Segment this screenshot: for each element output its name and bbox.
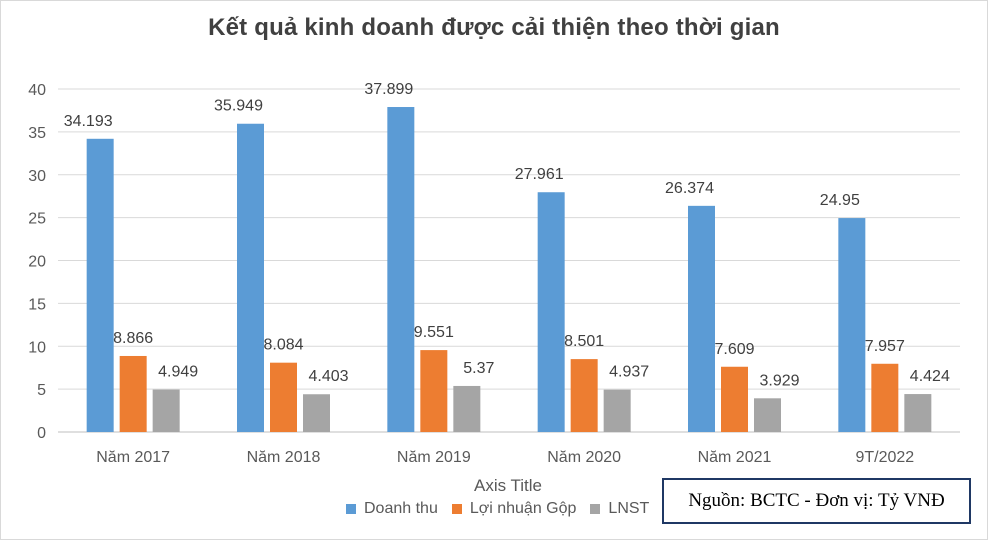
x-tick-label: Năm 2019 xyxy=(397,449,471,466)
legend-item-loi-nhuan-gop: Lợi nhuận Gộp xyxy=(451,500,577,518)
y-tick-label: 35 xyxy=(28,125,46,142)
bar xyxy=(688,205,715,432)
x-tick-label: Năm 2018 xyxy=(247,449,321,466)
chart-title: Kết quả kinh doanh được cải thiện theo t… xyxy=(208,14,780,41)
y-tick-label: 0 xyxy=(37,425,46,442)
y-tick-label: 5 xyxy=(37,382,46,399)
data-label: 35.949 xyxy=(214,98,263,115)
legend-item-doanh-thu: Doanh thu xyxy=(346,500,438,518)
legend-item-lnst: LNST xyxy=(590,500,649,518)
data-label: 7.609 xyxy=(714,341,754,358)
bar xyxy=(420,350,448,432)
data-label: 4.424 xyxy=(910,368,950,385)
data-label: 7.957 xyxy=(865,338,905,355)
bar xyxy=(537,192,565,432)
bar xyxy=(270,362,297,432)
x-axis-title: Axis Title xyxy=(473,476,543,495)
y-tick-label: 20 xyxy=(28,254,46,271)
bar xyxy=(303,394,330,432)
x-tick-label: Năm 2021 xyxy=(698,449,772,466)
bar xyxy=(838,218,866,432)
bar xyxy=(904,394,932,432)
source-note: Nguồn: BCTC - Đơn vị: Tỷ VNĐ xyxy=(662,478,971,524)
y-tick-label: 10 xyxy=(28,339,46,356)
bar xyxy=(754,398,781,432)
data-label: 24.95 xyxy=(820,192,860,209)
data-label: 34.193 xyxy=(64,113,113,130)
legend-swatch-loi-nhuan-gop xyxy=(451,504,462,514)
y-tick-label: 30 xyxy=(28,168,46,185)
data-label: 8.501 xyxy=(564,333,604,350)
legend-label-loi-nhuan-gop: Lợi nhuận Gộp xyxy=(469,500,577,517)
bar xyxy=(453,385,481,432)
data-label: 4.403 xyxy=(308,368,348,385)
bar xyxy=(387,107,415,432)
data-label: 4.937 xyxy=(609,364,649,381)
legend-label-lnst: LNST xyxy=(608,500,650,517)
data-label: 27.961 xyxy=(515,166,564,183)
y-tick-label: 40 xyxy=(28,82,46,99)
bar xyxy=(871,363,899,432)
bar xyxy=(86,138,114,432)
y-tick-label: 25 xyxy=(28,211,46,228)
data-label: 9.551 xyxy=(414,324,454,341)
bar xyxy=(237,123,264,432)
data-label: 8.084 xyxy=(263,337,303,354)
source-note-text: Nguồn: BCTC - Đơn vị: Tỷ VNĐ xyxy=(688,490,945,511)
bar xyxy=(570,359,598,432)
data-label: 37.899 xyxy=(364,81,413,98)
x-tick-label: Năm 2017 xyxy=(96,449,170,466)
bar xyxy=(721,366,748,432)
x-tick-label: 9T/2022 xyxy=(855,449,914,466)
data-label: 8.866 xyxy=(113,330,153,347)
data-label: 3.929 xyxy=(759,372,799,389)
legend-swatch-doanh-thu xyxy=(346,504,356,514)
x-tick-label: Năm 2020 xyxy=(547,449,621,466)
data-label: 5.37 xyxy=(463,360,494,377)
legend-swatch-lnst xyxy=(590,504,601,514)
y-tick-label: 15 xyxy=(28,296,46,313)
bar xyxy=(152,389,180,432)
data-label: 4.949 xyxy=(158,364,198,381)
bar xyxy=(119,355,147,432)
data-label: 26.374 xyxy=(665,180,714,197)
bar xyxy=(603,389,631,432)
legend: Doanh thu Lợi nhuận Gộp LNST xyxy=(346,500,663,518)
legend-label-doanh-thu: Doanh thu xyxy=(364,500,438,517)
